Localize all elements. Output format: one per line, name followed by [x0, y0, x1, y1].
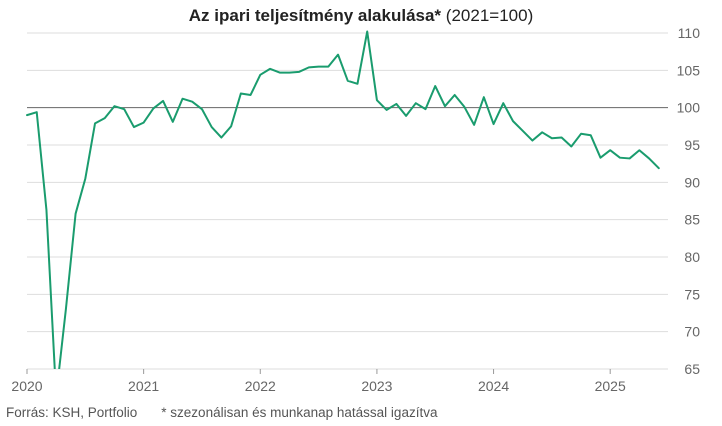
y-tick-label: 95: [684, 137, 700, 153]
y-tick-label: 75: [684, 286, 700, 302]
y-tick-label: 110: [678, 25, 701, 41]
x-tick-label: 2022: [245, 378, 276, 394]
y-tick-label: 100: [677, 100, 701, 116]
y-tick-label: 80: [684, 249, 700, 265]
footnote-text: * szezonálisan és munkanap hatással igaz…: [161, 405, 438, 420]
series-line: [26, 30, 660, 369]
series-group: [26, 30, 660, 369]
gridlines: [27, 32, 668, 370]
y-tick-label: 85: [684, 212, 700, 228]
y-tick-label: 90: [684, 174, 700, 190]
footer: Forrás: KSH, Portfolio * szezonálisan és …: [6, 405, 437, 420]
y-axis: 110 105 100 95 90 85 80 75 70 65: [677, 25, 701, 377]
y-tick-label: 70: [684, 324, 700, 340]
x-axis: 2020 2021 2022 2023 2024 2025: [11, 369, 626, 394]
y-tick-label: 105: [677, 62, 701, 78]
chart-title: Az ipari teljesítmény alakulása* (2021=1…: [188, 6, 534, 25]
y-tick-label: 65: [684, 361, 700, 377]
x-tick-label: 2025: [595, 378, 626, 394]
x-tick-label: 2020: [11, 378, 42, 394]
source-text: Forrás: KSH, Portfolio: [6, 405, 138, 420]
x-tick-label: 2021: [128, 378, 159, 394]
x-tick-label: 2023: [361, 378, 392, 394]
x-tick-label: 2024: [478, 378, 509, 394]
